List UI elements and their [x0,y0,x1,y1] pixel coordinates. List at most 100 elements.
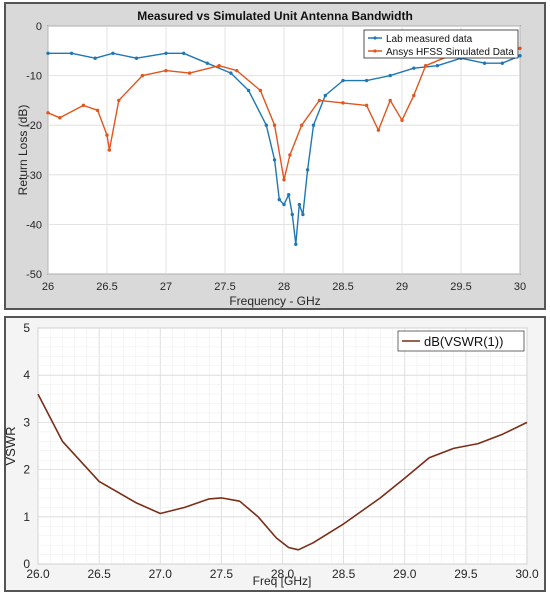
x-tick-label: 26.5 [87,567,111,581]
x-tick-label: 27.5 [210,567,234,581]
data-point [187,71,192,75]
top-grid [47,25,521,275]
legend-lab-label: Lab measured data [386,34,473,45]
data-point [294,242,298,246]
data-point [81,103,86,108]
data-point [272,123,277,127]
data-point [107,148,112,152]
y-tick-label: 2 [23,463,30,477]
data-point [264,123,268,127]
data-point [412,66,416,70]
x-tick-label: 28.5 [332,567,356,581]
data-point [388,73,392,78]
data-point [46,51,50,55]
data-point [182,51,186,55]
data-point [388,98,392,103]
y-tick-label: 0 [36,21,42,33]
data-point [111,51,115,55]
bottom-y-tick-labels: 5 4 3 2 1 0 [23,321,30,571]
top-x-tick-labels: 26 26.5 27 27.5 28 28.5 29 29.5 30 [42,281,526,293]
data-point [317,98,322,103]
y-tick-label: 0 [23,557,30,571]
data-point [93,56,97,60]
top-series [46,46,522,246]
data-point [400,118,404,122]
data-point [435,63,440,68]
legend-hfss-label: Ansys HFSS Simulated Data [386,47,514,58]
data-point [376,128,381,132]
legend-lab-marker [373,36,377,40]
x-tick-label: 27 [160,281,172,293]
x-tick-label: 28.0 [271,567,295,581]
series-line-0 [37,393,528,551]
data-point [311,123,316,127]
data-point [323,93,327,98]
y-tick-label: -10 [26,71,42,83]
x-tick-label: 26 [42,281,54,293]
bottom-series [37,393,528,551]
y-tick-label: 4 [23,368,30,382]
x-tick-label: 29.5 [454,567,478,581]
x-tick-label: 28.5 [332,281,353,293]
data-point [134,56,139,60]
data-point [164,68,168,73]
data-point [117,98,121,103]
data-point [290,212,294,217]
data-point [341,101,345,105]
data-point [140,73,145,78]
y-tick-label: -30 [26,170,42,182]
y-tick-label: -40 [26,219,42,231]
top-legend-box [363,29,519,59]
x-tick-label: 28 [278,281,290,293]
bottom-grid [37,327,528,565]
top-y-tick-labels: 0 -10 -20 -30 -40 -50 [26,21,42,281]
data-point [297,202,302,207]
data-point [95,108,100,113]
data-point [277,197,281,202]
data-point [518,46,522,51]
top-y-axis-label: Return Loss (dB) [16,105,30,196]
data-point [364,103,369,108]
y-tick-label: -50 [26,269,42,281]
data-point [205,61,209,65]
x-tick-label: 29 [396,281,408,293]
y-tick-label: 5 [23,321,30,335]
data-point [229,71,233,75]
data-point [46,111,50,115]
data-point [301,212,305,217]
data-point [217,63,221,68]
x-tick-label: 29.0 [393,567,417,581]
data-point [58,116,62,120]
x-tick-label: 30 [514,281,526,293]
bottom-legend-box [397,330,525,352]
data-point [364,78,369,83]
x-tick-label: 29.5 [450,281,471,293]
data-point [305,168,310,172]
data-point [282,202,286,207]
data-point [272,158,277,162]
top-chart-title: Measured vs Simulated Unit Antenna Bandw… [137,9,413,23]
data-point [500,61,504,65]
legend-hfss-marker [373,49,377,53]
y-tick-label: -20 [26,120,42,132]
data-point [105,133,109,137]
data-point [518,54,522,58]
x-tick-label: 26.5 [96,281,117,293]
top-legend: Lab measured data Ansys HFSS Simulated D… [363,29,519,59]
data-point [412,93,416,98]
data-point [482,61,487,65]
bottom-y-axis-label: VSWR [3,427,18,466]
top-x-axis-label: Frequency - GHz [229,294,320,308]
bottom-x-tick-labels: 26.0 26.5 27.0 27.5 28.0 28.5 29.0 29.5 30.0 [26,567,539,581]
data-point [287,192,291,197]
data-point [235,68,239,73]
data-point [246,88,251,93]
data-point [164,51,168,55]
y-tick-label: 3 [23,415,30,429]
x-tick-label: 27.5 [214,281,235,293]
x-tick-label: 27.0 [149,567,173,581]
data-point [288,153,292,157]
data-point [258,88,263,93]
y-tick-label: 1 [23,510,30,524]
